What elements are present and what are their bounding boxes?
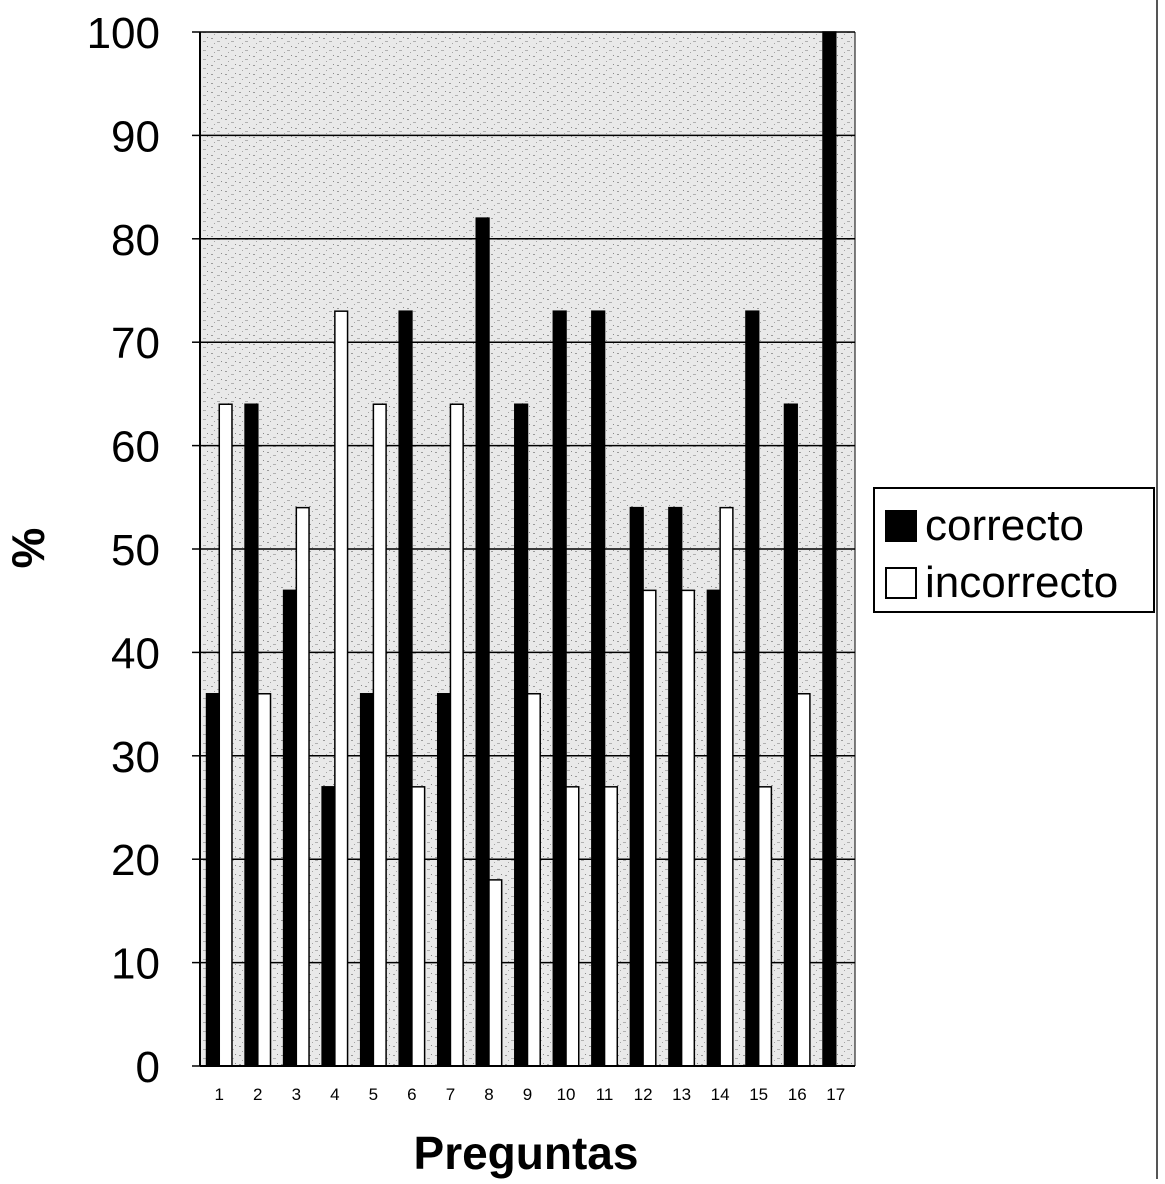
y-axis-title: %	[2, 528, 54, 569]
x-tick-label: 12	[634, 1085, 653, 1104]
bar-correcto-9	[514, 403, 529, 1067]
y-tick-label: 20	[111, 836, 160, 885]
legend: correcto incorrecto	[873, 487, 1155, 613]
x-tick-label: 10	[557, 1085, 576, 1104]
bar-correcto-13	[668, 506, 683, 1067]
x-tick-label: 2	[253, 1085, 262, 1104]
bar-incorrecto-8	[488, 879, 503, 1067]
legend-swatch-correcto	[885, 510, 917, 542]
x-tick-label: 6	[407, 1085, 416, 1104]
bar-incorrecto-11	[603, 786, 619, 1067]
bar-correcto-4	[321, 786, 336, 1067]
bar-correcto-5	[359, 693, 375, 1067]
x-tick-label: 3	[292, 1085, 301, 1104]
bar-correcto-11	[591, 310, 606, 1067]
bar-incorrecto-10	[565, 786, 580, 1067]
y-tick-label: 80	[111, 216, 160, 265]
bar-correcto-12	[629, 506, 644, 1067]
bar-incorrecto-3	[295, 506, 310, 1067]
bar-incorrecto-2	[257, 693, 272, 1067]
legend-item-incorrecto: incorrecto	[885, 561, 1118, 605]
x-tick-label: 16	[788, 1085, 807, 1104]
bar-incorrecto-5	[372, 403, 387, 1067]
bar-incorrecto-12	[642, 589, 657, 1067]
legend-label-correcto: correcto	[925, 501, 1084, 550]
y-tick-label: 30	[111, 733, 160, 782]
x-tick-label: 15	[749, 1085, 768, 1104]
bar-incorrecto-6	[411, 786, 426, 1067]
legend-label-incorrecto: incorrecto	[925, 558, 1119, 607]
y-tick-label: 100	[87, 9, 160, 58]
page-edge-line	[1156, 0, 1158, 1179]
bar-correcto-3	[282, 589, 298, 1067]
bar-incorrecto-13	[680, 589, 696, 1067]
x-tick-label: 13	[672, 1085, 691, 1104]
y-tick-label: 50	[111, 526, 160, 575]
y-tick-label: 70	[111, 319, 160, 368]
bar-correcto-1	[205, 693, 221, 1067]
bar-incorrecto-15	[757, 786, 773, 1067]
bar-incorrecto-1	[218, 403, 233, 1067]
legend-item-correcto: correcto	[885, 504, 1084, 548]
bar-incorrecto-16	[796, 693, 811, 1067]
bar-incorrecto-14	[719, 506, 734, 1067]
x-tick-label: 14	[711, 1085, 730, 1104]
bar-correcto-10	[552, 310, 567, 1067]
legend-swatch-incorrecto	[885, 567, 917, 599]
bar-incorrecto-9	[526, 693, 541, 1067]
bar-incorrecto-4	[334, 310, 349, 1067]
bar-correcto-14	[706, 589, 721, 1067]
bar-correcto-6	[398, 310, 413, 1067]
bar-correcto-8	[475, 217, 490, 1067]
y-tick-label: 90	[111, 112, 160, 161]
x-tick-label: 11	[596, 1085, 614, 1104]
bar-correcto-17	[822, 31, 837, 1067]
x-tick-label: 7	[446, 1085, 455, 1104]
bar-correcto-7	[436, 693, 452, 1067]
bar-correcto-2	[244, 403, 259, 1067]
bar-correcto-16	[783, 403, 798, 1067]
x-axis-title: Preguntas	[414, 1127, 639, 1179]
y-tick-label: 40	[111, 629, 160, 678]
bar-correcto-15	[745, 310, 760, 1067]
bar-incorrecto-7	[449, 403, 464, 1067]
x-tick-label: 8	[484, 1085, 493, 1104]
y-tick-label: 60	[111, 423, 160, 472]
x-tick-label: 17	[826, 1085, 845, 1104]
x-tick-label: 5	[369, 1085, 378, 1104]
x-tick-label: 1	[215, 1085, 224, 1104]
y-tick-label: 10	[111, 940, 160, 989]
y-tick-label: 0	[136, 1043, 160, 1092]
x-tick-label: 9	[523, 1085, 532, 1104]
x-tick-label: 4	[330, 1085, 339, 1104]
